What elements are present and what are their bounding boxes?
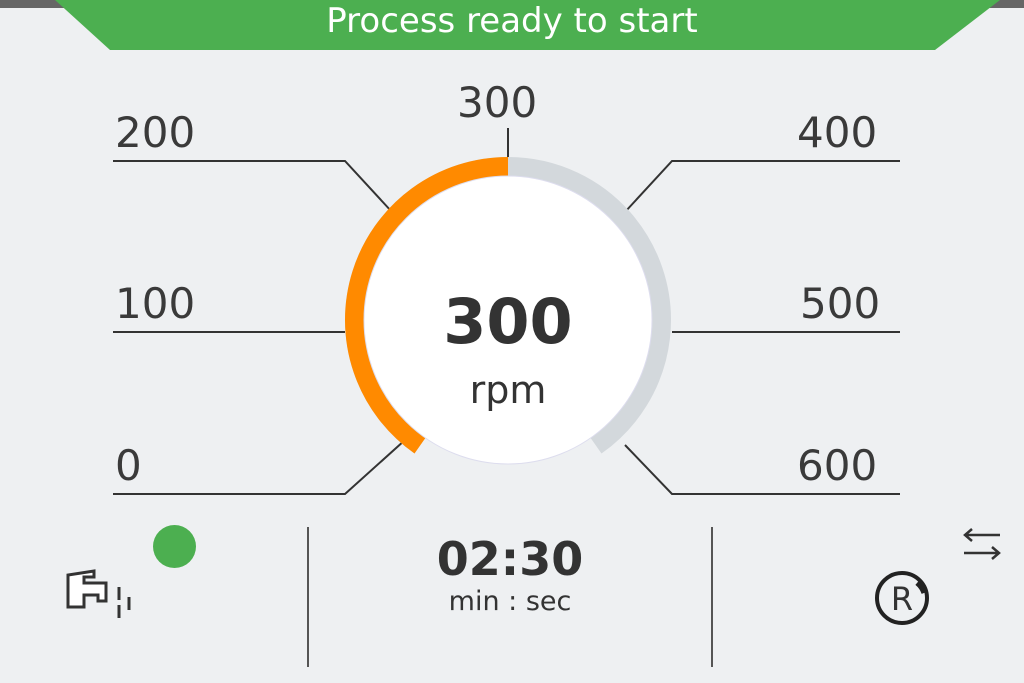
r-mode-icon[interactable]: R [872, 560, 962, 630]
divider [711, 527, 713, 667]
leader-line-400 [624, 160, 900, 213]
tick-label-100: 100 [115, 279, 196, 328]
speed-value: 300 [443, 285, 573, 358]
svg-text:R: R [891, 580, 913, 618]
speed-unit: rpm [469, 368, 547, 412]
gauge-fill [345, 157, 509, 454]
tick-label-300: 300 [457, 78, 538, 127]
tick-label-0: 0 [115, 441, 142, 490]
status-text: Process ready to start [326, 1, 698, 41]
tick-label-200: 200 [115, 108, 196, 157]
water-tap-icon[interactable] [60, 555, 150, 640]
swap-arrows-icon[interactable] [960, 525, 1005, 565]
leader-line-200 [113, 160, 393, 213]
tick-label-600: 600 [797, 441, 878, 490]
timer-value[interactable]: 02:30 [436, 532, 584, 586]
tick-label-400: 400 [797, 108, 878, 157]
leader-line-600 [624, 444, 900, 495]
timer-unit: min : sec [448, 586, 572, 617]
leader-line-0 [113, 439, 406, 495]
divider [307, 527, 309, 667]
status-banner [0, 0, 1024, 50]
gauge-center [363, 175, 653, 465]
status-indicator-dot [153, 525, 196, 568]
tick-label-500: 500 [800, 279, 881, 328]
